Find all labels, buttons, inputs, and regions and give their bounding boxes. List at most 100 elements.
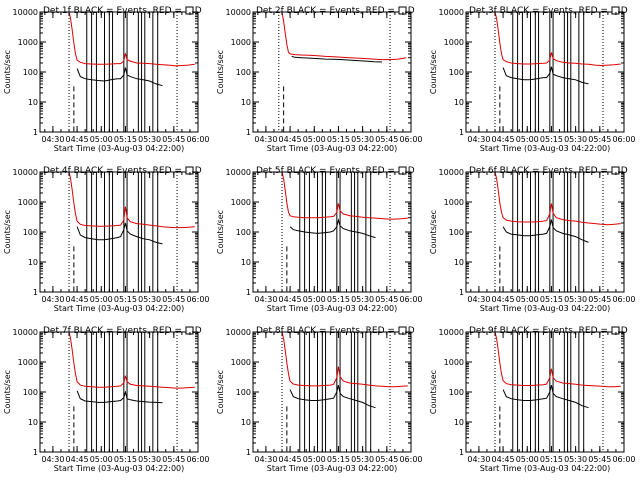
lld-series-line bbox=[491, 172, 621, 226]
lld-series-line bbox=[278, 12, 407, 61]
y-tick-label: 1 bbox=[459, 448, 464, 457]
y-tick-label: 1 bbox=[459, 128, 464, 137]
panel-title: Det 7f BLACK = Events, RED = LLD bbox=[43, 326, 202, 336]
x-tick-label: 04:30 bbox=[41, 455, 64, 464]
x-tick-label: 06:00 bbox=[186, 135, 209, 144]
x-tick-label: 06:00 bbox=[186, 295, 209, 304]
x-tick-label: 05:15 bbox=[327, 455, 350, 464]
x-tick-label: 05:30 bbox=[351, 135, 374, 144]
panel-title: Det 6f BLACK = Events, RED = LLD bbox=[469, 166, 628, 176]
x-tick-label: 05:30 bbox=[564, 135, 587, 144]
x-tick-label: 05:15 bbox=[114, 295, 137, 304]
x-tick-label: 05:45 bbox=[375, 135, 398, 144]
lld-series-line bbox=[278, 332, 408, 388]
y-tick-label: 1000 bbox=[18, 38, 38, 47]
lld-series-line bbox=[65, 332, 195, 389]
detector-panel: Det 5f BLACK = Events, RED = LLD 1 10 100 10… bbox=[216, 166, 423, 313]
x-tick-label: 04:45 bbox=[492, 295, 515, 304]
x-tick-label: 04:45 bbox=[66, 295, 89, 304]
y-tick-label: 1000 bbox=[444, 198, 464, 207]
x-tick-label: 05:00 bbox=[516, 295, 539, 304]
y-tick-label: 1000 bbox=[231, 38, 251, 47]
x-tick-label: 05:30 bbox=[351, 455, 374, 464]
events-series-line bbox=[289, 384, 376, 409]
y-tick-label: 1000 bbox=[231, 358, 251, 367]
interval-markers bbox=[281, 332, 391, 452]
y-axis-label: Counts/sec bbox=[216, 370, 225, 414]
x-tick-label: 05:45 bbox=[375, 295, 398, 304]
y-axis-label: Counts/sec bbox=[429, 210, 438, 254]
detector-panel: Det 8f BLACK = Events, RED = LLD 1 10 100 10… bbox=[216, 326, 423, 473]
detector-panel: Det 4f BLACK = Events, RED = LLD 1 10 100 10… bbox=[3, 166, 210, 313]
x-tick-label: 04:30 bbox=[467, 455, 490, 464]
y-tick-label: 10000 bbox=[13, 328, 38, 337]
events-series-line bbox=[502, 384, 589, 409]
detector-panel: Det 1f BLACK = Events, RED = LLD 1 10 100 10… bbox=[3, 6, 210, 153]
y-tick-label: 10000 bbox=[226, 328, 251, 337]
y-axis-label: Counts/sec bbox=[3, 210, 12, 254]
interval-markers bbox=[281, 172, 391, 292]
y-tick-label: 10 bbox=[241, 258, 251, 267]
detector-panel: Det 6f BLACK = Events, RED = LLD 1 10 100 10… bbox=[429, 166, 636, 313]
y-tick-label: 10 bbox=[454, 418, 464, 427]
y-tick-label: 100 bbox=[449, 68, 464, 77]
x-tick-label: 05:00 bbox=[90, 455, 113, 464]
x-tick-label: 06:00 bbox=[399, 455, 422, 464]
y-tick-label: 1 bbox=[459, 288, 464, 297]
x-tick-label: 05:45 bbox=[588, 295, 611, 304]
x-tick-label: 04:30 bbox=[467, 135, 490, 144]
y-tick-label: 1 bbox=[246, 288, 251, 297]
panel-title: Det 8f BLACK = Events, RED = LLD bbox=[256, 326, 415, 336]
events-series-line bbox=[502, 219, 589, 243]
y-tick-label: 1 bbox=[33, 288, 38, 297]
y-tick-label: 10000 bbox=[13, 168, 38, 177]
panel-title: Det 9f BLACK = Events, RED = LLD bbox=[469, 326, 628, 336]
y-tick-label: 10000 bbox=[226, 168, 251, 177]
y-axis-label: Counts/sec bbox=[3, 370, 12, 414]
x-tick-label: 06:00 bbox=[612, 455, 635, 464]
x-tick-label: 04:45 bbox=[279, 455, 302, 464]
panel-title: Det 1f BLACK = Events, RED = LLD bbox=[43, 6, 202, 16]
plot-frame bbox=[252, 171, 412, 293]
x-axis-label: Start Time (03-Aug-03 04:22:00) bbox=[267, 144, 398, 153]
x-tick-label: 04:30 bbox=[41, 135, 64, 144]
x-axis-label: Start Time (03-Aug-03 04:22:00) bbox=[480, 464, 611, 473]
panel-title: Det 2f BLACK = Events, RED = LLD bbox=[256, 6, 415, 16]
x-tick-label: 05:45 bbox=[162, 455, 185, 464]
plot-frame bbox=[252, 11, 412, 133]
y-axis-label: Counts/sec bbox=[216, 50, 225, 94]
y-tick-label: 100 bbox=[236, 68, 251, 77]
x-tick-label: 05:30 bbox=[138, 295, 161, 304]
x-tick-label: 05:45 bbox=[162, 295, 185, 304]
events-series-line bbox=[76, 390, 163, 404]
y-tick-label: 100 bbox=[23, 228, 38, 237]
plot-frame bbox=[465, 331, 625, 453]
x-tick-label: 05:15 bbox=[114, 135, 137, 144]
x-tick-label: 05:00 bbox=[303, 295, 326, 304]
x-tick-label: 05:15 bbox=[114, 455, 137, 464]
y-axis-label: Counts/sec bbox=[429, 50, 438, 94]
plot-frame bbox=[39, 331, 199, 453]
x-tick-label: 06:00 bbox=[399, 135, 422, 144]
y-tick-label: 1 bbox=[33, 448, 38, 457]
lld-series-line bbox=[65, 172, 195, 229]
y-tick-label: 10 bbox=[241, 98, 251, 107]
x-tick-label: 04:45 bbox=[492, 135, 515, 144]
interval-markers bbox=[494, 332, 604, 452]
lld-series-line bbox=[491, 332, 621, 388]
x-tick-label: 05:15 bbox=[327, 135, 350, 144]
y-axis-label: Counts/sec bbox=[3, 50, 12, 94]
x-axis-label: Start Time (03-Aug-03 04:22:00) bbox=[54, 464, 185, 473]
x-tick-label: 05:00 bbox=[303, 135, 326, 144]
events-series-line bbox=[502, 66, 589, 85]
y-tick-label: 10 bbox=[28, 98, 38, 107]
y-tick-label: 10000 bbox=[439, 328, 464, 337]
detector-panel: Det 3f BLACK = Events, RED = LLD 1 10 100 10… bbox=[429, 6, 636, 153]
events-series-line bbox=[76, 222, 163, 245]
events-series-line bbox=[76, 67, 163, 87]
y-tick-label: 1 bbox=[246, 128, 251, 137]
y-tick-label: 1 bbox=[33, 128, 38, 137]
lld-series-line bbox=[278, 172, 408, 220]
x-tick-label: 06:00 bbox=[399, 295, 422, 304]
x-tick-label: 05:30 bbox=[564, 295, 587, 304]
